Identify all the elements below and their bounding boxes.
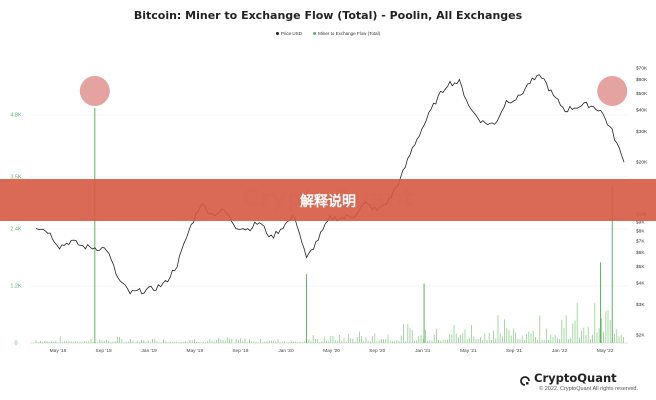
x-axis-tick-label: May '22	[597, 348, 614, 354]
right-axis-tick-label: $30K	[636, 129, 648, 135]
right-axis-tick-label: $7K	[636, 238, 645, 244]
right-axis-tick-label: $8K	[636, 228, 645, 234]
right-axis-tick-label: $50K	[636, 91, 648, 97]
copyright-text: © 2022. CryptoQuant All rights reserved.	[539, 386, 638, 392]
x-axis-tick-label: Sep '20	[369, 348, 385, 354]
left-axis-tick-label: 0	[14, 341, 17, 347]
x-axis-tick-label: May '20	[323, 348, 340, 354]
chart-title: Bitcoin: Miner to Exchange Flow (Total) …	[133, 9, 523, 22]
legend-label-flow: Miner to Exchange Flow (Total)	[318, 31, 381, 36]
overlay-banner	[0, 179, 656, 221]
x-axis-tick-label: Jan '22	[552, 348, 568, 354]
x-axis-tick-label: May '19	[186, 348, 203, 354]
highlight-marker	[597, 76, 628, 106]
x-axis-tick-label: Jan '19	[142, 348, 158, 354]
legend-dot-flow	[313, 32, 317, 36]
x-axis-tick-label: May '21	[460, 348, 477, 354]
brand-logo: CryptoQuant	[520, 371, 617, 386]
x-axis-tick-label: Sep '21	[506, 348, 522, 354]
cryptoquant-logo-icon	[520, 373, 530, 386]
x-axis-tick-label: May '18	[50, 348, 67, 354]
right-axis-tick-label: $9K	[636, 220, 645, 226]
right-axis-tick-label: $60K	[636, 77, 648, 83]
chart-legend: Price USD Miner to Exchange Flow (Total)	[0, 31, 656, 36]
x-axis-tick-label: Jan '21	[415, 348, 431, 354]
x-axis-tick-label: Jan '20	[278, 348, 294, 354]
legend-dot-price	[275, 32, 279, 36]
right-axis-tick-label: $3K	[636, 302, 645, 308]
right-axis-tick-label: $5K	[636, 264, 645, 270]
right-axis-tick-label: $40K	[636, 108, 648, 114]
legend-label-price: Price USD	[280, 31, 302, 36]
left-axis-tick-label: 2.4K	[10, 227, 22, 233]
banner-text: 解释说明	[300, 194, 356, 210]
legend-item-flow: Miner to Exchange Flow (Total)	[313, 31, 380, 36]
highlight-marker	[79, 76, 110, 106]
right-axis-tick-label: $2K	[636, 333, 645, 339]
left-axis-tick-label: 4.8K	[10, 113, 22, 119]
right-axis-tick-label: $6K	[636, 250, 645, 256]
brand-name: CryptoQuant	[534, 371, 617, 385]
left-axis-tick-label: 3.5K	[10, 174, 22, 180]
x-axis-tick-label: Sep '18	[96, 348, 112, 354]
right-axis-tick-label: $70K	[636, 66, 648, 72]
x-axis-tick-label: Sep '19	[232, 348, 248, 354]
left-axis-tick-label: 1.2K	[10, 284, 22, 290]
legend-item-price: Price USD	[275, 31, 302, 36]
right-axis-tick-label: $20K	[636, 160, 648, 166]
right-axis-tick-label: $4K	[636, 281, 645, 287]
